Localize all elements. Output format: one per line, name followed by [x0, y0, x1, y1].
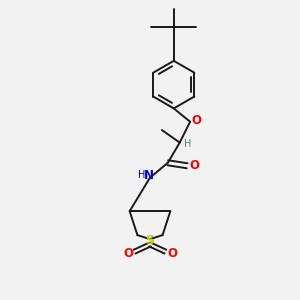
Text: H: H [184, 139, 192, 149]
Text: H: H [138, 170, 146, 180]
Text: S: S [146, 234, 154, 247]
Text: N: N [143, 169, 154, 182]
Text: O: O [123, 247, 133, 260]
Text: O: O [190, 159, 200, 172]
Text: O: O [167, 247, 177, 260]
Text: O: O [191, 114, 201, 127]
